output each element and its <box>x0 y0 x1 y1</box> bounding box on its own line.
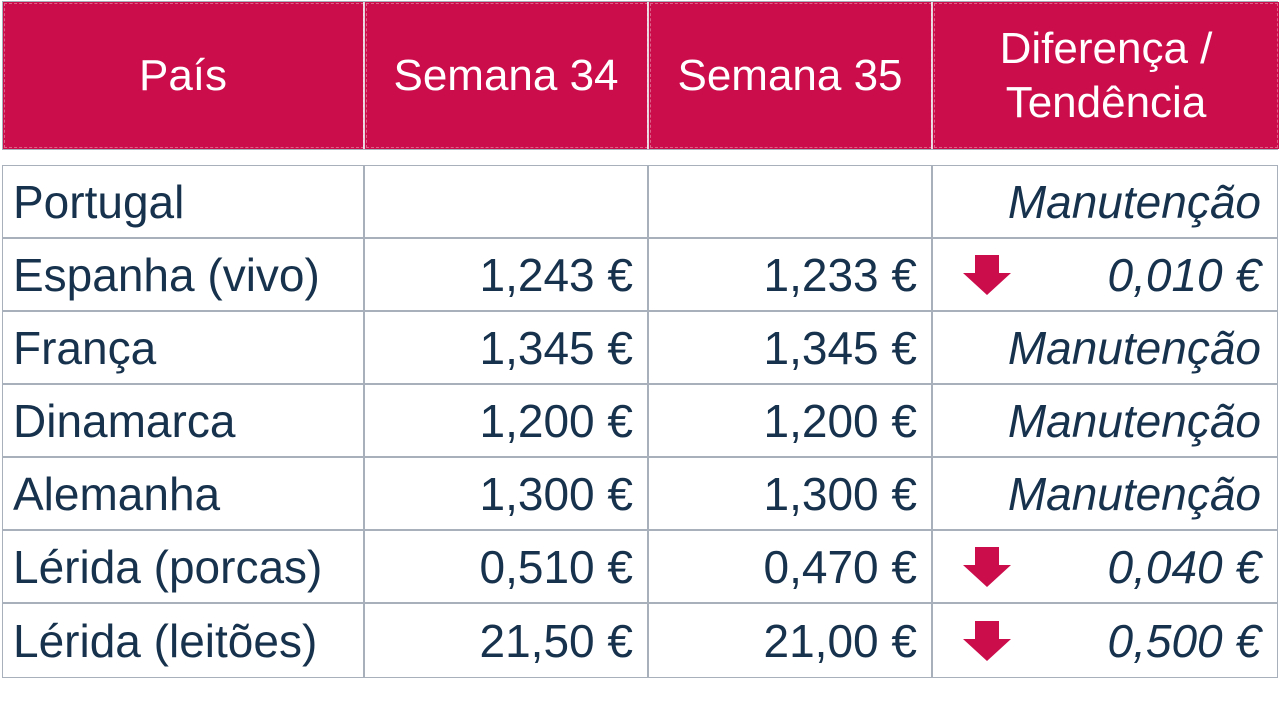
week-35-cell: 1,345 € <box>649 312 933 383</box>
week-34-cell: 0,510 € <box>365 531 649 602</box>
difference-cell: Manutenção <box>933 312 1279 383</box>
header-week-34: Semana 34 <box>365 2 649 149</box>
country-cell: França <box>3 312 365 383</box>
country-cell: Alemanha <box>3 458 365 529</box>
table-row: França 1,345 €1,345 € Manutenção <box>3 312 1277 385</box>
week-35-cell: 1,200 € <box>649 385 933 456</box>
header-difference-trend: Diferença / Tendência <box>933 2 1279 149</box>
difference-value: 0,010 € <box>1107 248 1261 301</box>
week-35-cell <box>649 166 933 237</box>
week-34-cell: 1,300 € <box>365 458 649 529</box>
table-row: Lérida (leitões) 21,50 €21,00 € 0,500 € <box>3 604 1277 677</box>
table-header: País Semana 34 Semana 35 Diferença / Ten… <box>2 1 1279 150</box>
difference-cell: 0,500 € <box>933 604 1279 677</box>
week-34-cell: 1,200 € <box>365 385 649 456</box>
difference-cell: Manutenção <box>933 166 1279 237</box>
country-cell: Portugal <box>3 166 365 237</box>
table-row: Espanha (vivo) 1,243 €1,233 € 0,010 € <box>3 239 1277 312</box>
table-body: Portugal Manutenção Espanha (vivo) 1,243 €1… <box>2 165 1278 678</box>
difference-cell: 0,040 € <box>933 531 1279 602</box>
week-35-cell: 0,470 € <box>649 531 933 602</box>
week-34-cell <box>365 166 649 237</box>
arrow-down-icon <box>961 253 1013 297</box>
table-row: Alemanha 1,300 €1,300 € Manutenção <box>3 458 1277 531</box>
table-row: Portugal Manutenção <box>3 166 1277 239</box>
country-cell: Dinamarca <box>3 385 365 456</box>
header-difference-line-2: Tendência <box>1005 77 1207 127</box>
difference-cell: Manutenção <box>933 385 1279 456</box>
difference-value: 0,040 € <box>1107 540 1261 593</box>
header-week-35: Semana 35 <box>649 2 933 149</box>
header-difference-line-1: Diferença / <box>999 23 1213 73</box>
difference-value: 0,500 € <box>1107 614 1261 667</box>
country-cell: Espanha (vivo) <box>3 239 365 310</box>
table-row: Dinamarca 1,200 €1,200 € Manutenção <box>3 385 1277 458</box>
country-cell: Lérida (leitões) <box>3 604 365 677</box>
difference-value: Manutenção <box>1007 321 1261 374</box>
week-35-cell: 21,00 € <box>649 604 933 677</box>
difference-cell: Manutenção <box>933 458 1279 529</box>
week-35-cell: 1,300 € <box>649 458 933 529</box>
table-row: Lérida (porcas) 0,510 €0,470 € 0,040 € <box>3 531 1277 604</box>
week-34-cell: 1,345 € <box>365 312 649 383</box>
difference-value: Manutenção <box>1007 394 1261 447</box>
difference-value: Manutenção <box>1007 467 1261 520</box>
arrow-down-icon <box>961 545 1013 589</box>
week-35-cell: 1,233 € <box>649 239 933 310</box>
difference-value: Manutenção <box>1007 175 1261 228</box>
header-country: País <box>3 2 365 149</box>
week-34-cell: 21,50 € <box>365 604 649 677</box>
week-34-cell: 1,243 € <box>365 239 649 310</box>
arrow-down-icon <box>961 619 1013 663</box>
country-cell: Lérida (porcas) <box>3 531 365 602</box>
difference-cell: 0,010 € <box>933 239 1279 310</box>
